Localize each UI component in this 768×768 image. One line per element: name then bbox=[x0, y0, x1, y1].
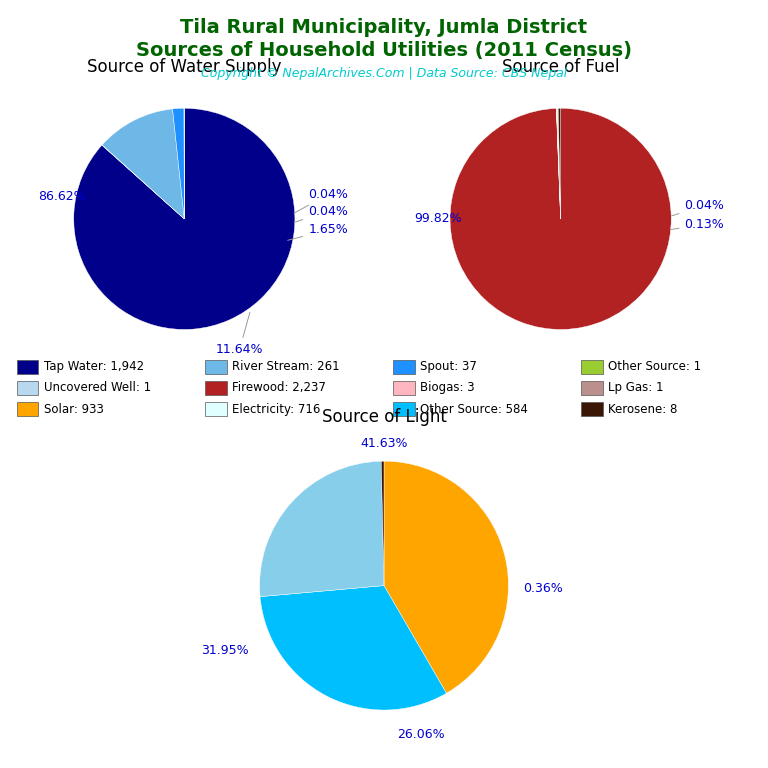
Text: Spout: 37: Spout: 37 bbox=[420, 360, 477, 373]
Title: Source of Fuel: Source of Fuel bbox=[502, 58, 619, 76]
Wedge shape bbox=[557, 108, 561, 219]
Text: River Stream: 261: River Stream: 261 bbox=[232, 360, 339, 373]
Wedge shape bbox=[102, 145, 184, 219]
Text: 99.82%: 99.82% bbox=[415, 213, 462, 225]
Wedge shape bbox=[558, 108, 561, 219]
Bar bbox=[17, 402, 38, 416]
Wedge shape bbox=[558, 108, 561, 219]
Text: Lp Gas: 1: Lp Gas: 1 bbox=[608, 382, 664, 395]
Wedge shape bbox=[260, 462, 384, 597]
Wedge shape bbox=[260, 585, 446, 710]
Bar bbox=[205, 381, 227, 395]
Text: Firewood: 2,237: Firewood: 2,237 bbox=[232, 382, 326, 395]
Wedge shape bbox=[556, 108, 561, 219]
Text: Tila Rural Municipality, Jumla District: Tila Rural Municipality, Jumla District bbox=[180, 18, 588, 38]
Text: Solar: 933: Solar: 933 bbox=[44, 402, 104, 415]
Bar bbox=[17, 381, 38, 395]
Text: 41.63%: 41.63% bbox=[360, 437, 408, 450]
Text: Sources of Household Utilities (2011 Census): Sources of Household Utilities (2011 Cen… bbox=[136, 41, 632, 61]
Title: Source of Water Supply: Source of Water Supply bbox=[87, 58, 282, 76]
Wedge shape bbox=[173, 108, 184, 219]
Wedge shape bbox=[381, 461, 384, 585]
Bar bbox=[205, 359, 227, 374]
Text: 0.04%: 0.04% bbox=[294, 188, 348, 214]
Text: Other Source: 584: Other Source: 584 bbox=[420, 402, 528, 415]
Title: Source of Light: Source of Light bbox=[322, 408, 446, 425]
Text: 11.64%: 11.64% bbox=[216, 313, 263, 356]
Text: Kerosene: 8: Kerosene: 8 bbox=[608, 402, 677, 415]
Text: Uncovered Well: 1: Uncovered Well: 1 bbox=[44, 382, 151, 395]
Wedge shape bbox=[450, 108, 671, 329]
Bar bbox=[205, 402, 227, 416]
Text: 86.62%: 86.62% bbox=[38, 190, 86, 204]
Text: 0.36%: 0.36% bbox=[523, 581, 563, 594]
Wedge shape bbox=[384, 461, 508, 694]
Wedge shape bbox=[74, 108, 295, 329]
Text: 0.04%: 0.04% bbox=[672, 199, 724, 216]
Text: 0.13%: 0.13% bbox=[670, 218, 724, 231]
Text: Tap Water: 1,942: Tap Water: 1,942 bbox=[44, 360, 144, 373]
Bar bbox=[393, 359, 415, 374]
Text: Biogas: 3: Biogas: 3 bbox=[420, 382, 475, 395]
Wedge shape bbox=[558, 108, 561, 219]
Bar bbox=[393, 402, 415, 416]
Bar bbox=[393, 381, 415, 395]
Text: 31.95%: 31.95% bbox=[201, 644, 249, 657]
Wedge shape bbox=[102, 109, 184, 219]
Text: 26.06%: 26.06% bbox=[398, 728, 445, 741]
Text: 0.04%: 0.04% bbox=[294, 204, 348, 223]
Text: Copyright © NepalArchives.Com | Data Source: CBS Nepal: Copyright © NepalArchives.Com | Data Sou… bbox=[201, 67, 567, 80]
Text: Other Source: 1: Other Source: 1 bbox=[608, 360, 701, 373]
Bar bbox=[581, 402, 603, 416]
Bar bbox=[17, 359, 38, 374]
Text: Electricity: 716: Electricity: 716 bbox=[232, 402, 320, 415]
Text: 1.65%: 1.65% bbox=[288, 223, 348, 240]
Bar bbox=[581, 359, 603, 374]
Bar bbox=[581, 381, 603, 395]
